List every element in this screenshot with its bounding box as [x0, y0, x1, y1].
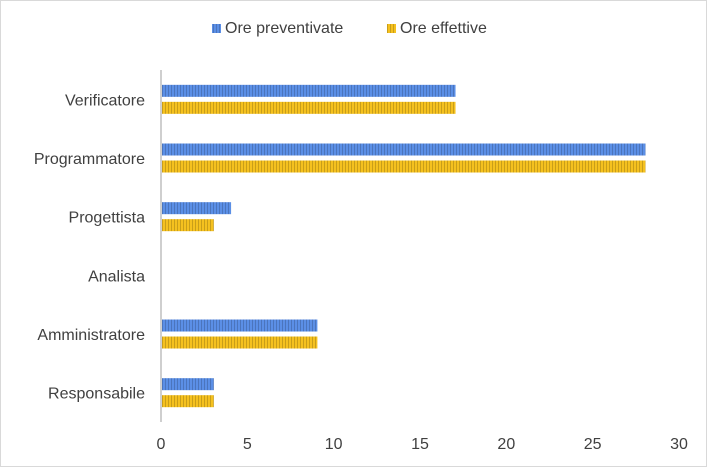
legend: Ore preventivate Ore effettive	[212, 20, 487, 37]
legend-swatch	[212, 24, 221, 33]
bar-ore-preventivate	[162, 84, 456, 97]
bar-ore-preventivate	[162, 143, 646, 156]
category-label: Progettista	[69, 210, 146, 227]
category-label: Analista	[88, 268, 145, 285]
bar-ore-preventivate	[162, 202, 232, 215]
bars	[162, 84, 646, 408]
bar-ore-effettive	[162, 101, 456, 114]
category-axis-labels: Verificatore Programmatore Progettista Anal…	[34, 92, 145, 402]
x-tick-label: 25	[584, 436, 602, 453]
category-label: Amministratore	[37, 327, 145, 344]
category-label: Programmatore	[34, 151, 145, 168]
x-tick-label: 0	[157, 436, 166, 453]
bar-ore-effettive	[162, 160, 646, 173]
category-label: Responsabile	[48, 386, 145, 403]
bar-ore-preventivate	[162, 319, 318, 332]
x-tick-label: 5	[243, 436, 252, 453]
bar-ore-effettive	[162, 219, 214, 232]
bar-ore-effettive	[162, 395, 214, 408]
x-tick-label: 30	[670, 436, 688, 453]
x-tick-label: 15	[411, 436, 429, 453]
legend-label: Ore preventivate	[225, 20, 343, 37]
bar-ore-effettive	[162, 336, 318, 349]
legend-label: Ore effettive	[400, 20, 487, 37]
legend-swatch	[387, 24, 396, 33]
legend-item: Ore effettive	[387, 20, 487, 37]
x-tick-label: 20	[497, 436, 515, 453]
x-tick-label: 10	[325, 436, 343, 453]
category-label: Verificatore	[65, 92, 145, 109]
bar-ore-preventivate	[162, 378, 214, 391]
value-axis-tick-labels: 0 5 10 15 20 25 30	[157, 436, 688, 453]
legend-item: Ore preventivate	[212, 20, 343, 37]
